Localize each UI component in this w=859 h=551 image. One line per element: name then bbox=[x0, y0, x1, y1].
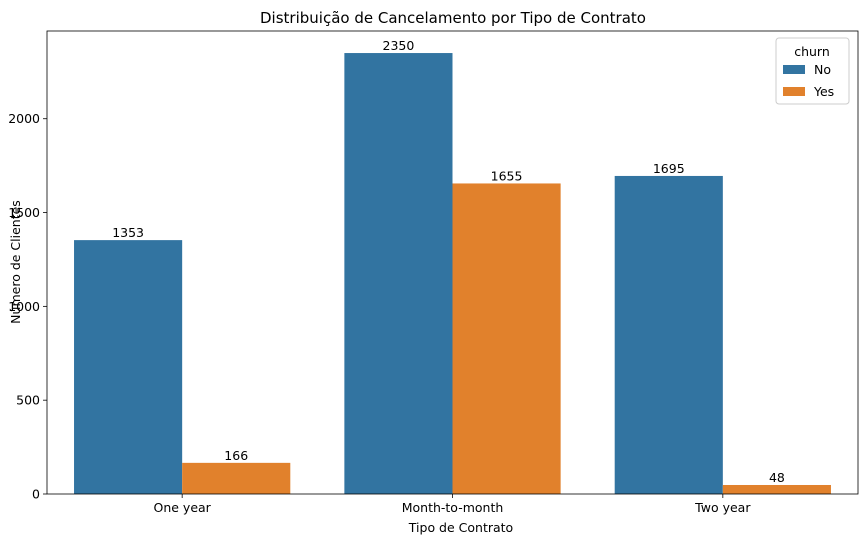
y-tick-label: 1500 bbox=[8, 205, 40, 220]
data-label: 1655 bbox=[491, 168, 523, 183]
y-axis-label: Número de Clientes bbox=[8, 200, 23, 324]
bar-no bbox=[344, 53, 453, 495]
bar-no bbox=[614, 175, 723, 495]
x-tick-label: One year bbox=[154, 500, 212, 515]
bar-yes bbox=[722, 484, 831, 494]
legend-swatch-yes bbox=[783, 87, 805, 96]
legend-swatch-no bbox=[783, 65, 805, 74]
chart-title: Distribuição de Cancelamento por Tipo de… bbox=[260, 9, 646, 27]
data-label: 2350 bbox=[383, 38, 415, 53]
legend: churn No Yes bbox=[775, 37, 850, 105]
data-label: 166 bbox=[224, 448, 248, 463]
bar-yes bbox=[452, 183, 561, 494]
bar-yes bbox=[182, 462, 291, 494]
bar-no bbox=[74, 240, 183, 494]
plot-frame bbox=[46, 30, 859, 495]
y-tick-label: 2000 bbox=[8, 111, 40, 126]
data-label: 1695 bbox=[653, 161, 685, 176]
y-tick-label: 1000 bbox=[8, 299, 40, 314]
legend-label-yes: Yes bbox=[813, 84, 834, 99]
x-tick-label: Month-to-month bbox=[402, 500, 504, 515]
y-tick-label: 0 bbox=[32, 487, 40, 502]
data-label: 1353 bbox=[112, 225, 144, 240]
legend-title: churn bbox=[794, 44, 830, 59]
data-label: 48 bbox=[769, 470, 785, 485]
x-axis-label: Tipo de Contrato bbox=[408, 520, 513, 535]
y-tick-label: 500 bbox=[16, 393, 40, 408]
x-tick-label: Two year bbox=[694, 500, 751, 515]
plot-area: 0 500 1000 1500 2000 1353 166 One year 2350 1655 M… bbox=[8, 38, 831, 515]
legend-label-no: No bbox=[814, 62, 831, 77]
